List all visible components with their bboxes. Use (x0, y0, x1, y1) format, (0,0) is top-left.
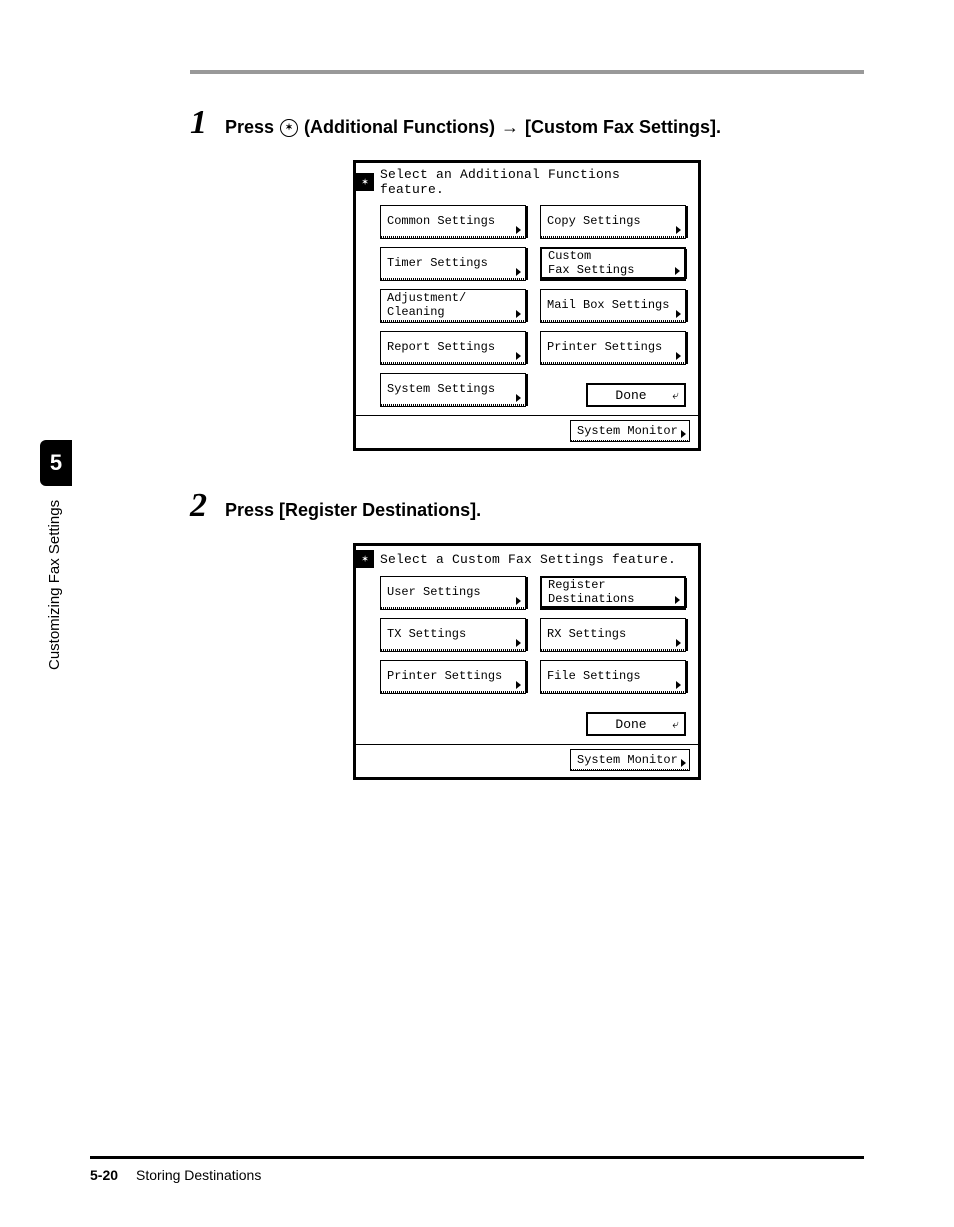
adjustment-cleaning-button[interactable]: Adjustment/Cleaning (380, 289, 526, 323)
label-line2: Cleaning (387, 306, 519, 320)
step-1-mid: (Additional Functions) (304, 117, 495, 138)
copy-settings-button[interactable]: Copy Settings (540, 205, 686, 239)
label: Mail Box Settings (547, 299, 679, 313)
label-line1: Register (548, 579, 678, 593)
enter-icon: ⤶ (672, 718, 679, 732)
label: TX Settings (387, 628, 519, 642)
step-1-heading: 1 Press (Additional Functions) → [Custom… (190, 104, 864, 142)
label-line2: Fax Settings (548, 264, 678, 278)
timer-settings-button[interactable]: Timer Settings (380, 247, 526, 281)
page: 5 Customizing Fax Settings 1 Press (Addi… (0, 0, 954, 1227)
step-number: 1 (190, 104, 207, 142)
tx-settings-button[interactable]: TX Settings (380, 618, 526, 652)
file-settings-button[interactable]: File Settings (540, 660, 686, 694)
screen2-title: Select a Custom Fax Settings feature. (380, 552, 676, 567)
system-monitor-button[interactable]: System Monitor (570, 420, 690, 442)
label: RX Settings (547, 628, 679, 642)
user-settings-button[interactable]: User Settings (380, 576, 526, 610)
label-line1: Adjustment/ (387, 292, 519, 306)
enter-icon: ⤶ (672, 389, 679, 403)
screen2-title-row: ✶ Select a Custom Fax Settings feature. (356, 546, 698, 570)
done-wrap: Done ⤶ (540, 702, 686, 736)
register-destinations-button[interactable]: RegisterDestinations (540, 576, 686, 610)
common-settings-button[interactable]: Common Settings (380, 205, 526, 239)
sysmon-row: System Monitor (356, 744, 698, 777)
label: Common Settings (387, 215, 519, 229)
chapter-number: 5 (50, 450, 62, 476)
gear-icon: ✶ (356, 173, 374, 191)
chapter-title: Customizing Fax Settings (46, 500, 63, 670)
rx-settings-button[interactable]: RX Settings (540, 618, 686, 652)
mail-box-settings-button[interactable]: Mail Box Settings (540, 289, 686, 323)
label-line2: Destinations (548, 593, 678, 607)
screen1-title-row: ✶ Select an Additional Functions feature… (356, 163, 698, 199)
report-settings-button[interactable]: Report Settings (380, 331, 526, 365)
system-settings-button[interactable]: System Settings (380, 373, 526, 407)
custom-fax-settings-button[interactable]: CustomFax Settings (540, 247, 686, 281)
step-1: 1 Press (Additional Functions) → [Custom… (190, 104, 864, 451)
label: Done (615, 388, 646, 403)
header-rule (190, 70, 864, 74)
label: Timer Settings (387, 257, 519, 271)
label: Printer Settings (547, 341, 679, 355)
label: Printer Settings (387, 670, 519, 684)
label: Done (615, 717, 646, 732)
step-1-prefix: Press (225, 117, 274, 138)
gear-icon: ✶ (356, 550, 374, 568)
label-line1: Custom (548, 250, 678, 264)
arrow-icon: → (501, 117, 519, 138)
done-button[interactable]: Done ⤶ (586, 712, 686, 736)
additional-functions-icon (280, 119, 298, 137)
label: System Settings (387, 383, 519, 397)
label: System Monitor (577, 424, 678, 438)
label: Copy Settings (547, 215, 679, 229)
label: File Settings (547, 670, 679, 684)
sysmon-row: System Monitor (356, 415, 698, 448)
footer-section: Storing Destinations (136, 1167, 261, 1183)
step-number: 2 (190, 487, 207, 525)
screen-custom-fax-settings: ✶ Select a Custom Fax Settings feature. … (353, 543, 701, 780)
page-number: 5-20 (90, 1167, 118, 1183)
step-1-text: Press (Additional Functions) → [Custom F… (225, 117, 721, 138)
fax-printer-settings-button[interactable]: Printer Settings (380, 660, 526, 694)
done-button[interactable]: Done ⤶ (586, 383, 686, 407)
screen2-grid: User Settings RegisterDestinations TX Se… (356, 570, 698, 744)
label: User Settings (387, 586, 519, 600)
step-2-text: Press [Register Destinations]. (225, 500, 481, 521)
system-monitor-button[interactable]: System Monitor (570, 749, 690, 771)
step-2-heading: 2 Press [Register Destinations]. (190, 487, 864, 525)
step-2: 2 Press [Register Destinations]. ✶ Selec… (190, 487, 864, 780)
chapter-tab: 5 (40, 440, 72, 486)
screen-additional-functions: ✶ Select an Additional Functions feature… (353, 160, 701, 451)
done-wrap: Done ⤶ (540, 373, 686, 407)
step-1-suffix: [Custom Fax Settings]. (525, 117, 721, 138)
printer-settings-button[interactable]: Printer Settings (540, 331, 686, 365)
page-footer: 5-20 Storing Destinations (90, 1156, 864, 1183)
label: System Monitor (577, 753, 678, 767)
screen1-title: Select an Additional Functions feature. (380, 167, 692, 197)
label: Report Settings (387, 341, 519, 355)
screen1-grid: Common Settings Copy Settings Timer Sett… (356, 199, 698, 415)
